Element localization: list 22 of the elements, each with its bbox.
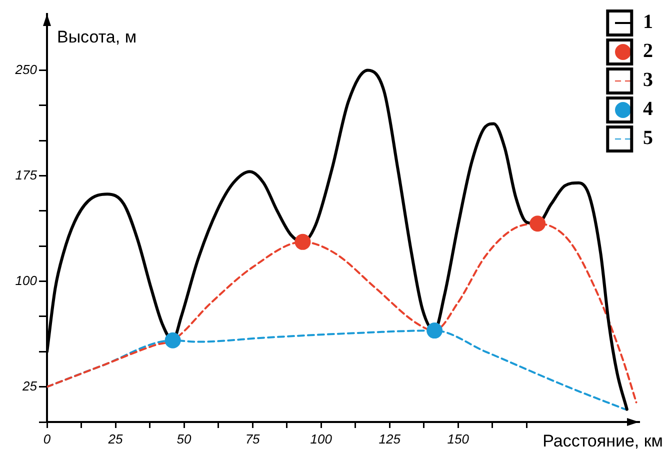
legend-label: 3 xyxy=(643,69,653,92)
point xyxy=(426,322,443,339)
legend-label: 1 xyxy=(643,11,653,34)
x-tick-label: 125 xyxy=(378,431,402,446)
x-tick-label: 0 xyxy=(43,431,52,446)
legend-label: 4 xyxy=(643,98,653,120)
y-tick-label: 100 xyxy=(15,272,38,288)
y-tick-label: 250 xyxy=(14,62,38,77)
x-tick-label: 150 xyxy=(447,431,470,446)
point xyxy=(294,234,311,250)
y-tick-label: 175 xyxy=(15,167,38,182)
x-tick-label: 50 xyxy=(176,431,192,446)
point xyxy=(164,332,181,348)
x-tick-label: 100 xyxy=(310,431,333,446)
point xyxy=(530,216,546,232)
legend-label: 5 xyxy=(643,127,653,150)
legend-label: 2 xyxy=(643,40,653,62)
x-tick-label: 75 xyxy=(245,431,261,446)
y-axis-title: Высота, м xyxy=(57,28,137,47)
x-tick-label: 25 xyxy=(107,431,124,446)
y-tick-label: 25 xyxy=(22,378,38,394)
x-axis-title: Расстояние, км xyxy=(542,432,663,451)
